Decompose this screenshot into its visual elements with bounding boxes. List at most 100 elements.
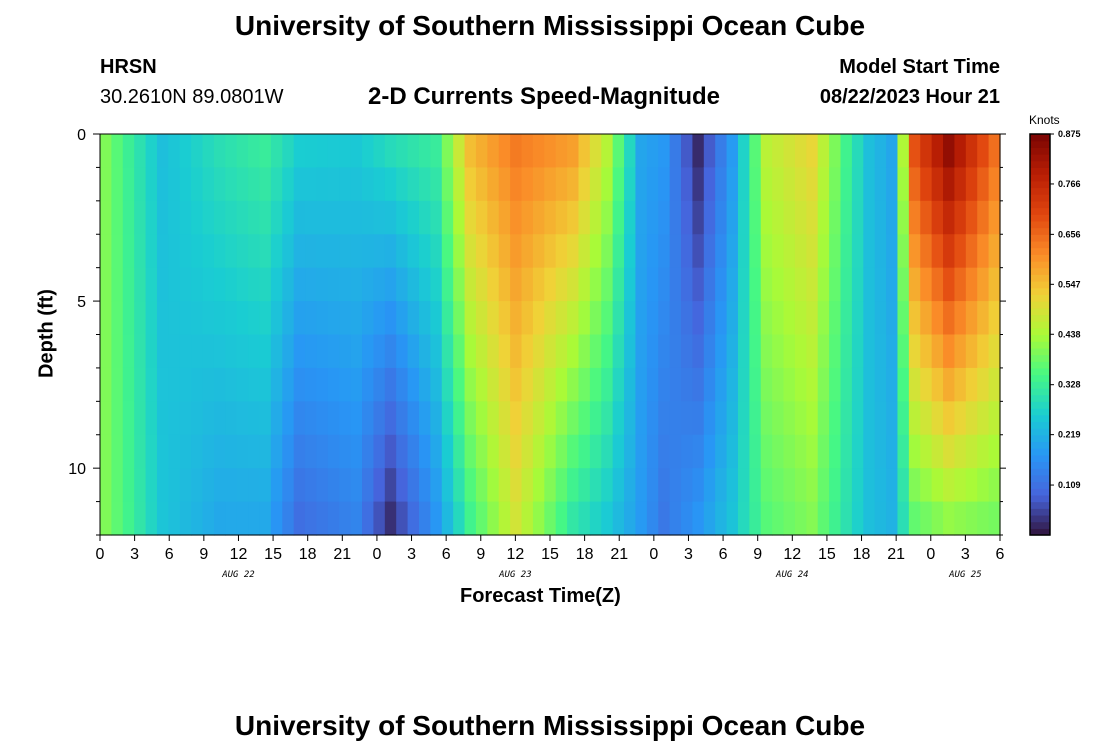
heatmap-cell — [350, 334, 363, 369]
heatmap-cell — [430, 167, 443, 202]
x-tick-label: 18 — [299, 546, 317, 563]
heatmap-cell — [100, 501, 112, 536]
heatmap-cell — [829, 367, 842, 402]
heatmap-cell — [703, 200, 716, 235]
colorbar-band — [1030, 214, 1050, 222]
heatmap-cell — [111, 200, 124, 235]
heatmap-cell — [441, 367, 454, 402]
heatmap-cell — [943, 134, 956, 169]
heatmap-cell — [749, 501, 762, 536]
heatmap-cell — [430, 434, 443, 469]
colorbar-band — [1030, 167, 1050, 175]
heatmap-cell — [339, 234, 352, 269]
heatmap-cell — [213, 234, 226, 269]
heatmap-cell — [453, 367, 466, 402]
heatmap-cell — [145, 200, 158, 235]
heatmap-cell — [977, 301, 990, 336]
heatmap-cell — [954, 267, 967, 302]
heatmap-cell — [567, 434, 580, 469]
heatmap-cell — [225, 401, 238, 436]
heatmap-cell — [532, 267, 545, 302]
heatmap-cell — [156, 301, 169, 336]
heatmap-cell — [669, 468, 682, 503]
heatmap-cell — [612, 367, 625, 402]
heatmap-cell — [521, 334, 534, 369]
heatmap-cell — [772, 301, 785, 336]
x-tick-label: 9 — [753, 546, 762, 563]
heatmap-cell — [555, 367, 568, 402]
heatmap-cell — [692, 267, 705, 302]
heatmap-cell — [840, 234, 853, 269]
heatmap-cell — [612, 134, 625, 169]
heatmap-cell — [282, 468, 295, 503]
heatmap-cell — [931, 434, 944, 469]
heatmap-cell — [954, 200, 967, 235]
colorbar-band — [1030, 481, 1050, 489]
heatmap-cell — [578, 401, 591, 436]
heatmap-cell — [829, 234, 842, 269]
heatmap-cell — [567, 301, 580, 336]
heatmap-cell — [396, 200, 409, 235]
heatmap-cell — [100, 434, 112, 469]
heatmap-cell — [783, 200, 796, 235]
heatmap-cell — [965, 334, 978, 369]
heatmap-cell — [612, 267, 625, 302]
heatmap-cell — [965, 301, 978, 336]
heatmap-cell — [635, 434, 648, 469]
heatmap-cell — [555, 267, 568, 302]
heatmap-cell — [886, 334, 899, 369]
heatmap-cell — [840, 334, 853, 369]
heatmap-cell — [612, 434, 625, 469]
heatmap-cell — [749, 367, 762, 402]
heatmap-cell — [886, 468, 899, 503]
heatmap-cell — [179, 401, 192, 436]
heatmap-cell — [760, 334, 773, 369]
heatmap-cell — [669, 401, 682, 436]
heatmap-cell — [681, 334, 693, 369]
heatmap-cell — [430, 401, 443, 436]
heatmap-cell — [908, 367, 921, 402]
heatmap-cell — [362, 301, 375, 336]
heatmap-cell — [339, 367, 352, 402]
heatmap-cell — [350, 434, 363, 469]
heatmap-cell — [510, 334, 523, 369]
colorbar-band — [1030, 347, 1050, 356]
heatmap-cell — [111, 334, 124, 369]
heatmap-cell — [373, 401, 386, 436]
heatmap-cell — [384, 134, 397, 169]
heatmap-cell — [248, 501, 261, 536]
heatmap-cell — [829, 401, 842, 436]
heatmap-cell — [578, 234, 591, 269]
heatmap-cell — [726, 468, 739, 503]
heatmap-cell — [373, 301, 386, 336]
heatmap-cell — [213, 200, 226, 235]
heatmap-cell — [122, 200, 135, 235]
heatmap-cell — [248, 334, 261, 369]
heatmap-cell — [897, 200, 910, 235]
heatmap-cell — [726, 267, 739, 302]
heatmap-cell — [567, 334, 580, 369]
heatmap-cell — [692, 134, 705, 169]
x-tick-label: 12 — [506, 546, 524, 563]
heatmap-cell — [783, 167, 796, 202]
heatmap-cell — [624, 267, 637, 302]
heatmap-cell — [350, 134, 363, 169]
heatmap-cell — [886, 167, 899, 202]
heatmap-cell — [658, 401, 671, 436]
heatmap-cell — [510, 301, 523, 336]
colorbar-band — [1030, 207, 1050, 215]
heatmap-cell — [954, 468, 967, 503]
heatmap-cell — [977, 367, 990, 402]
heatmap-cell — [156, 468, 169, 503]
heatmap-cell — [259, 468, 272, 503]
heatmap-cell — [863, 200, 876, 235]
heatmap-cell — [373, 134, 386, 169]
heatmap-cell — [498, 501, 511, 536]
heatmap-cell — [874, 401, 887, 436]
heatmap-cell — [316, 334, 329, 369]
heatmap-cell — [544, 401, 557, 436]
heatmap-cell — [806, 234, 819, 269]
y-axis-label: Depth (ft) — [35, 289, 58, 378]
heatmap-cell — [726, 501, 739, 536]
x-tick-label: 21 — [333, 546, 351, 563]
